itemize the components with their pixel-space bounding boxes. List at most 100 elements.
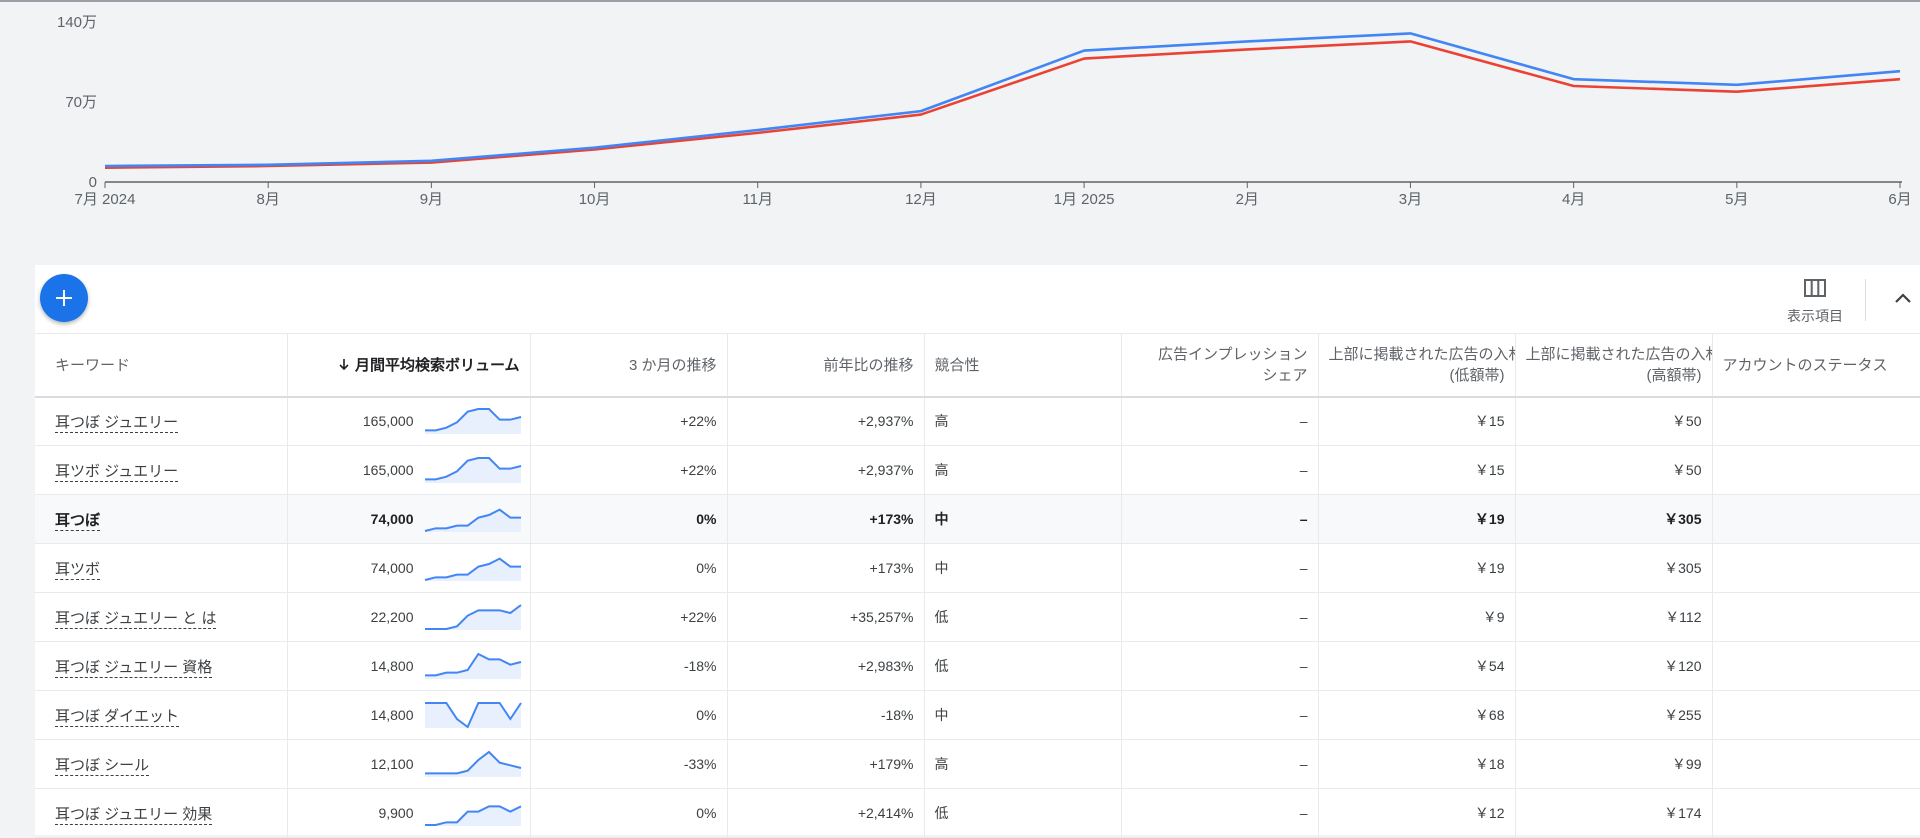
trend-sparkline[interactable]	[424, 652, 522, 680]
col-keyword[interactable]: キーワード	[35, 333, 288, 397]
sparkline-area	[424, 605, 521, 630]
volume-cell: 165,000	[287, 396, 531, 446]
sparkline-line	[424, 557, 521, 581]
search-volume-chart: 140万 70万 0 7月 2024 8月 9月 10月 11月 12月 1月 2025 2月 3月…	[57, 14, 1912, 208]
volume-value: 165,000	[362, 462, 414, 478]
table-toolbar: 表示項目	[35, 265, 1920, 333]
keyword-link[interactable]: 耳つぼ ダイエット	[55, 707, 180, 727]
col-impression-share[interactable]: 広告インプレッション シェア	[1121, 333, 1319, 397]
competition-value: 高	[924, 739, 1122, 789]
series-line	[104, 40, 1901, 170]
trend-sparkline[interactable]	[424, 799, 522, 827]
bid-high-value: ￥99	[1515, 739, 1713, 789]
competition-value: 低	[924, 788, 1122, 838]
toolbar-divider	[1865, 279, 1866, 321]
keyword-link[interactable]: 耳つぼ ジュエリー と は	[55, 609, 217, 629]
col-competition[interactable]: 競合性	[924, 333, 1122, 397]
x-tick-label: 3月	[1399, 191, 1422, 208]
table-row[interactable]: 耳つぼ ジュエリー 効果 9,900 0% +2,414% 低 – ￥12 ￥174	[35, 788, 1920, 838]
keyword-link[interactable]: 耳つぼ ジュエリー	[55, 413, 179, 433]
col-bid-low[interactable]: 上部に掲載された広告の入札単価 (低額帯)	[1318, 333, 1516, 397]
table-row[interactable]: 耳つぼ ジュエリー 165,000 +22% +2,937% 高 – ￥15 ￥50	[35, 396, 1920, 446]
impression-share-value: –	[1121, 543, 1319, 593]
x-tick-label: 8月	[257, 191, 280, 208]
table-row[interactable]: 耳つぼ ジュエリー 資格 14,800 -18% +2,983% 低 – ￥54 ￥120	[35, 641, 1920, 691]
collapse-button[interactable]	[1890, 285, 1916, 311]
keyword-link[interactable]: 耳ツボ	[55, 560, 101, 580]
impression-share-value: –	[1121, 788, 1319, 838]
trend-sparkline[interactable]	[424, 750, 522, 778]
bid-low-value: ￥15	[1318, 445, 1516, 495]
trend-sparkline[interactable]	[424, 407, 522, 435]
keyword-link[interactable]: 耳ツボ ジュエリー	[55, 462, 179, 482]
col-account-status[interactable]: アカウントのステータス	[1712, 333, 1920, 397]
volume-cell: 74,000	[287, 494, 531, 544]
keyword-link[interactable]: 耳つぼ ジュエリー 効果	[55, 805, 213, 825]
y-tick-label: 140万	[57, 14, 97, 31]
sparkline-area	[424, 458, 521, 483]
volume-cell: 165,000	[287, 445, 531, 495]
keyword-cell: 耳つぼ ジュエリー 効果	[35, 788, 288, 838]
account-status-value	[1712, 788, 1920, 838]
volume-cell: 14,800	[287, 641, 531, 691]
account-status-value	[1712, 592, 1920, 642]
volume-cell: 22,200	[287, 592, 531, 642]
col-yoy[interactable]: 前年比の推移	[727, 333, 925, 397]
add-keyword-button[interactable]	[40, 274, 88, 322]
yoy-change: +2,937%	[727, 445, 925, 495]
table-row[interactable]: 耳ツボ ジュエリー 165,000 +22% +2,937% 高 – ￥15 ￥50	[35, 445, 1920, 495]
col-bid-high[interactable]: 上部に掲載された広告の入札単価 (高額帯)	[1515, 333, 1713, 397]
sparkline-line	[424, 652, 521, 677]
three-month-change: +22%	[530, 396, 728, 446]
sparkline-line	[424, 750, 521, 775]
table-row[interactable]: 耳つぼ ジュエリー と は 22,200 +22% +35,257% 低 – ￥9 ￥112	[35, 592, 1920, 642]
account-status-value	[1712, 494, 1920, 544]
keyword-link[interactable]: 耳つぼ	[55, 511, 101, 531]
volume-cell: 14,800	[287, 690, 531, 740]
keyword-link[interactable]: 耳つぼ シール	[55, 756, 150, 776]
yoy-change: +2,937%	[727, 396, 925, 446]
sparkline-area	[424, 806, 521, 826]
bid-high-value: ￥50	[1515, 445, 1713, 495]
table-row[interactable]: 耳つぼ 74,000 0% +173% 中 – ￥19 ￥305	[35, 494, 1920, 544]
trend-sparkline[interactable]	[424, 701, 522, 729]
yoy-change: +35,257%	[727, 592, 925, 642]
volume-cell: 12,100	[287, 739, 531, 789]
volume-value: 14,800	[370, 658, 414, 674]
yoy-change: +173%	[727, 543, 925, 593]
table-row[interactable]: 耳つぼ シール 12,100 -33% +179% 高 – ￥18 ￥99	[35, 739, 1920, 789]
x-tick-label: 7月 2024	[75, 191, 136, 208]
x-tick-label: 12月	[905, 191, 937, 208]
table-body: 耳つぼ ジュエリー 165,000 +22% +2,937% 高 – ￥15 ￥50 耳ツボ ジ…	[35, 396, 1920, 838]
columns-button[interactable]: 表示項目	[1775, 277, 1855, 329]
three-month-change: 0%	[530, 788, 728, 838]
impression-share-value: –	[1121, 592, 1319, 642]
volume-value: 14,800	[370, 707, 414, 723]
keyword-cell: 耳つぼ シール	[35, 739, 288, 789]
bid-low-value: ￥19	[1318, 543, 1516, 593]
trend-sparkline[interactable]	[424, 456, 522, 484]
chevron-up-icon	[1895, 293, 1911, 303]
trend-sparkline[interactable]	[424, 554, 522, 582]
impression-share-value: –	[1121, 739, 1319, 789]
three-month-change: +22%	[530, 592, 728, 642]
x-tick-label: 5月	[1725, 191, 1748, 208]
col-three-month[interactable]: 3 か月の推移	[530, 333, 728, 397]
table-row[interactable]: 耳つぼ ダイエット 14,800 0% -18% 中 – ￥68 ￥255	[35, 690, 1920, 740]
table-row[interactable]: 耳ツボ 74,000 0% +173% 中 – ￥19 ￥305	[35, 543, 1920, 593]
volume-value: 9,900	[378, 805, 414, 821]
sparkline-line	[424, 457, 521, 481]
yoy-change: +173%	[727, 494, 925, 544]
bid-high-value: ￥305	[1515, 543, 1713, 593]
x-tick-label: 11月	[742, 191, 773, 208]
top-divider	[0, 0, 1920, 2]
trend-sparkline[interactable]	[424, 603, 522, 631]
trend-sparkline[interactable]	[424, 505, 522, 533]
impression-share-value: –	[1121, 396, 1319, 446]
keyword-link[interactable]: 耳つぼ ジュエリー 資格	[55, 658, 213, 678]
three-month-change: 0%	[530, 543, 728, 593]
bid-high-value: ￥112	[1515, 592, 1713, 642]
col-volume[interactable]: 月間平均検索ボリューム	[287, 333, 531, 397]
bid-low-value: ￥54	[1318, 641, 1516, 691]
volume-cell: 9,900	[287, 788, 531, 838]
